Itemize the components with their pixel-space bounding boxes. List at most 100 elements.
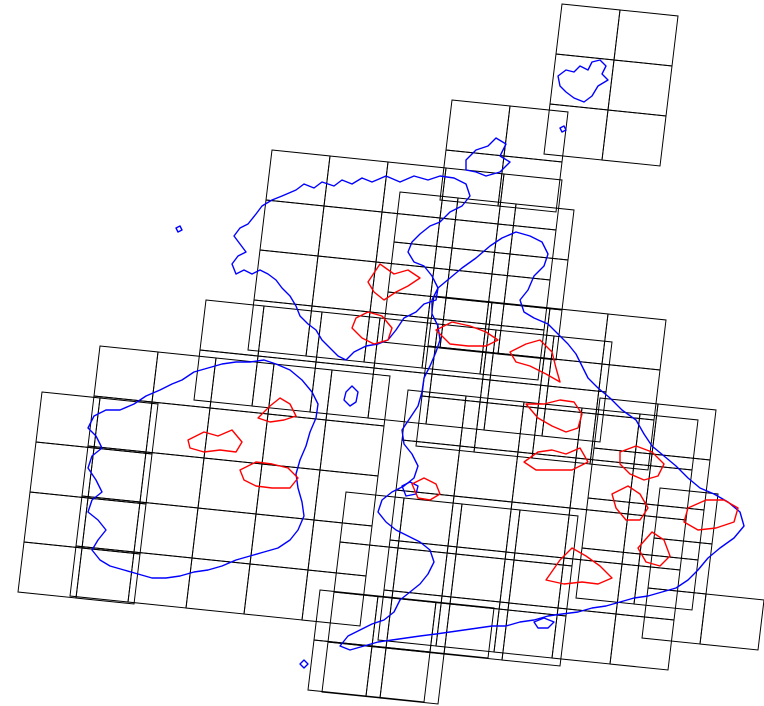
coastline-orkney	[465, 137, 511, 177]
map-tile-outline	[145, 401, 211, 459]
map-tile-outline	[401, 389, 467, 447]
map-tile-outline	[301, 569, 367, 627]
map-tile-outline	[35, 391, 101, 449]
map-tile-outline	[699, 593, 764, 651]
map-tile-outline	[185, 557, 251, 615]
map-tile-outline	[593, 397, 659, 455]
map-tile-outline	[87, 395, 153, 453]
map-tile-outline	[247, 299, 313, 357]
map-tile-outline	[93, 345, 159, 403]
map-tile-outline	[259, 199, 325, 257]
map-tile-outline	[555, 3, 621, 61]
map-tile-outline	[497, 155, 563, 213]
map-tile-outline	[325, 369, 391, 427]
map-tile-outline	[75, 495, 141, 553]
map-tile-outline	[511, 451, 577, 509]
region-snowdonia	[411, 477, 441, 501]
coastline-england-wales	[339, 231, 745, 651]
map-tile-outline	[497, 303, 563, 361]
map-tile-outline	[371, 595, 437, 653]
coastline-ireland	[87, 359, 319, 579]
map-tile-outline	[257, 305, 323, 363]
map-tile-outline	[601, 109, 667, 167]
map-tile-outline	[253, 249, 319, 307]
map-tile-outline	[379, 647, 445, 705]
map-tile-outline	[317, 205, 383, 263]
map-tile-outline	[581, 497, 647, 555]
map-tile-outline	[93, 397, 159, 455]
region-yorkshire-dales	[525, 399, 583, 433]
map-tile-outline	[127, 551, 193, 609]
map-tile-outline	[17, 541, 83, 599]
highlight-regions-layer	[187, 263, 739, 585]
map-tile-outline	[497, 173, 563, 231]
map-tile-outline	[311, 255, 377, 313]
map-tile-outline	[387, 241, 453, 299]
map-tile-outline	[445, 99, 511, 157]
map-tile-outline	[309, 361, 375, 419]
coastline-fair-isle	[559, 125, 567, 133]
map-tile-outline	[139, 451, 205, 509]
map-tile-outline	[307, 519, 373, 577]
map-tile-outline	[429, 601, 495, 659]
map-tile-outline	[265, 149, 331, 207]
map-tile-outline	[267, 363, 333, 421]
map-tile-outline	[589, 413, 655, 471]
map-tile-outline	[609, 613, 675, 671]
map-tile-outline	[395, 439, 461, 497]
map-tile-outline	[381, 161, 447, 219]
map-tile-outline	[633, 553, 699, 611]
coastline-shetland	[557, 59, 609, 103]
region-new-forest	[545, 547, 613, 585]
map-tile-outline	[439, 167, 505, 225]
map-tile-outline	[651, 403, 717, 461]
map-tile-outline	[197, 457, 263, 515]
region-mourne	[257, 397, 297, 423]
map-tile-outline	[81, 497, 147, 555]
region-norfolk-broads	[619, 445, 665, 481]
map-tile-outline	[319, 419, 385, 477]
map-tile-outline	[255, 463, 321, 521]
map-tile-outline	[315, 311, 381, 369]
map-tile-outline	[543, 103, 609, 161]
region-connemara	[187, 429, 243, 453]
map-tile-outline	[479, 323, 545, 381]
map-tile-outline	[191, 507, 257, 565]
map-tile-outline	[369, 261, 435, 319]
map-tile-outline	[633, 413, 699, 471]
region-northumberland	[435, 321, 499, 347]
coastline-layer	[87, 59, 745, 669]
tile-grid	[17, 3, 764, 705]
map-tile-outline	[509, 203, 575, 261]
region-loch-lomond	[351, 311, 393, 345]
map-tile-outline	[243, 563, 309, 621]
map-tile-outline	[209, 357, 275, 415]
region-cotswolds	[611, 485, 649, 521]
map-tile-outline	[365, 645, 431, 703]
coastline-rockall	[175, 225, 183, 233]
map-tile-outline	[453, 445, 519, 503]
map-tile-outline	[541, 385, 607, 443]
map-tile-outline	[307, 639, 373, 697]
map-tile-outline	[133, 501, 199, 559]
region-peak-district	[523, 447, 589, 471]
map-tile-outline	[251, 355, 317, 413]
coastline-anglesey	[401, 481, 419, 497]
map-tile-outline	[321, 641, 387, 699]
map-tile-outline	[459, 395, 525, 453]
map-tile-outline	[645, 453, 711, 511]
map-tile-outline	[23, 491, 89, 549]
map-tile-outline	[203, 407, 269, 465]
map-tile-outline	[363, 311, 429, 369]
map-tile-outline	[613, 9, 679, 67]
map-tile-outline	[151, 351, 217, 409]
map-tile-outline	[323, 155, 389, 213]
coastline-scotland	[231, 175, 471, 361]
map-tile-outline	[249, 513, 315, 571]
map-tile-outline	[75, 547, 141, 605]
map-tile-outline	[607, 59, 673, 117]
map-tile-outline	[503, 105, 569, 163]
map-tile-outline	[305, 305, 371, 363]
region-north-york-moors	[509, 339, 561, 383]
